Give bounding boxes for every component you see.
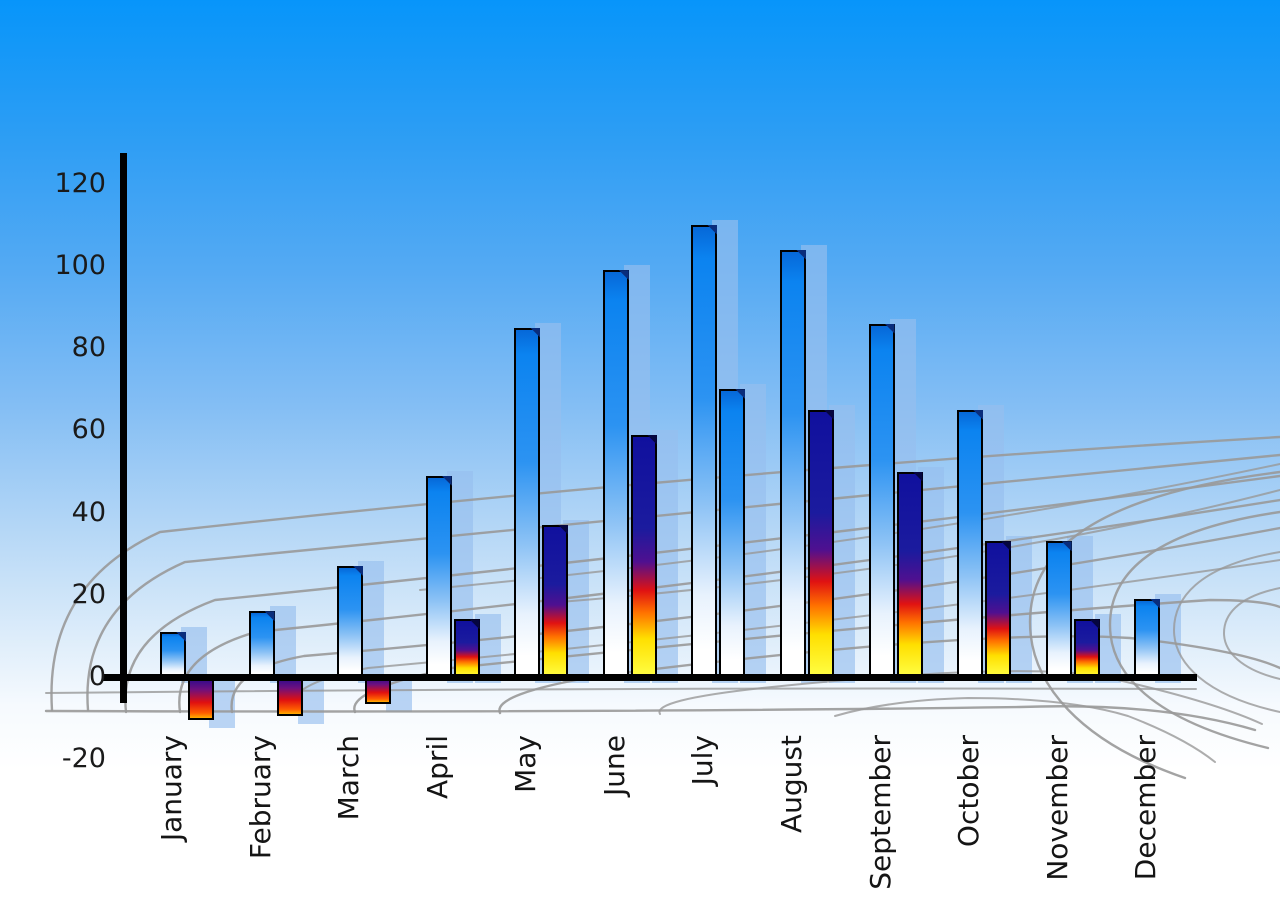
y-label-40: 40: [71, 496, 106, 528]
x-label-may: May: [509, 735, 543, 793]
y-label-60: 60: [71, 414, 106, 446]
x-label-march: March: [332, 735, 366, 821]
y-label--20: -20: [61, 743, 106, 775]
x-label-january: January: [155, 735, 188, 842]
bar-bevel-corner: [735, 389, 746, 400]
x-label-august: August: [774, 735, 808, 833]
x-label-november: November: [1040, 735, 1074, 881]
bar-bevel-corner: [973, 409, 984, 420]
x-label-february: February: [243, 735, 277, 860]
y-label-80: 80: [71, 332, 106, 364]
bar-bevel-corner: [884, 323, 895, 334]
x-label-october: October: [952, 735, 986, 848]
x-label-december: December: [1129, 735, 1163, 881]
bar-bevel-corner: [795, 249, 806, 260]
x-label-september: September: [863, 735, 897, 890]
y-label-0: 0: [88, 661, 106, 692]
x-label-june: June: [597, 735, 631, 796]
bar-bevel-corner: [707, 224, 718, 235]
y-label-20: 20: [71, 578, 106, 610]
y-label-100: 100: [54, 250, 106, 281]
y-label-120: 120: [54, 167, 106, 199]
bar-bevel-corner: [530, 327, 541, 338]
x-label-july: July: [686, 735, 720, 786]
bar-bevel-corner: [618, 270, 629, 281]
x-label-april: April: [420, 735, 454, 799]
y-axis-line: [120, 153, 127, 703]
bar-bevel-corner: [823, 409, 834, 420]
